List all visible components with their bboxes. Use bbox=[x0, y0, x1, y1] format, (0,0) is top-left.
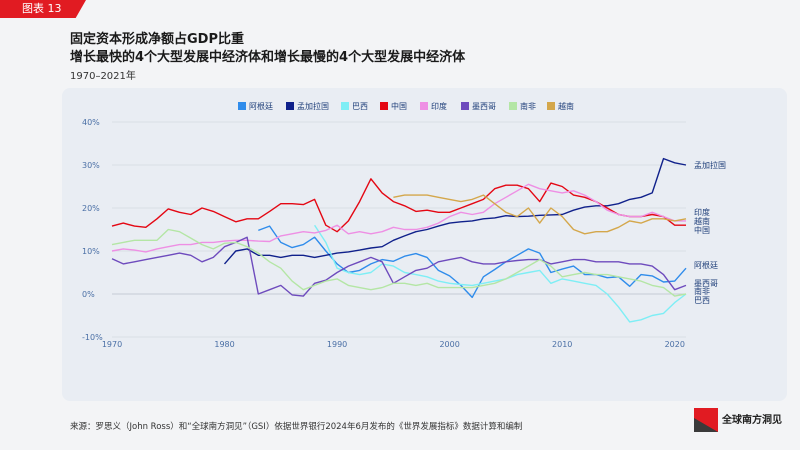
legend-entry: 南非 bbox=[520, 101, 536, 111]
x-tick-label: 1970 bbox=[102, 340, 122, 349]
series-end-label: 巴西 bbox=[694, 296, 710, 305]
x-tick-label: 2010 bbox=[552, 340, 572, 349]
logo-text: 全球南方洞见 bbox=[722, 414, 782, 426]
legend-swatch bbox=[380, 102, 388, 110]
series-end-label: 越南 bbox=[694, 216, 710, 226]
legend-entry: 印度 bbox=[431, 101, 447, 111]
series-end-label: 南非 bbox=[694, 286, 710, 296]
y-tick-label: 40% bbox=[82, 118, 100, 127]
y-tick-label: -10% bbox=[82, 333, 103, 342]
series-end-label: 中国 bbox=[694, 225, 710, 235]
series-line bbox=[111, 183, 686, 253]
legend-swatch bbox=[547, 102, 555, 110]
legend-swatch bbox=[509, 102, 517, 110]
x-tick-label: 2020 bbox=[665, 340, 685, 349]
legend-entry: 墨西哥 bbox=[472, 102, 496, 111]
legend-entry: 巴西 bbox=[352, 102, 368, 111]
legend-swatch bbox=[286, 102, 294, 110]
x-tick-label: 1990 bbox=[327, 340, 347, 349]
legend-entry: 越南 bbox=[558, 101, 574, 111]
series-line bbox=[111, 236, 687, 297]
logo: 全球南方洞见 bbox=[694, 408, 792, 432]
source-note: 来源：罗思义（John Ross）和“全球南方洞见”（GSI）依据世界银行202… bbox=[70, 422, 523, 432]
chart-subtitle: 1970–2021年 bbox=[70, 71, 136, 82]
legend-swatch bbox=[461, 102, 469, 110]
chart-title-line2: 增长最快的4个大型发展中经济体和增长最慢的4个大型发展中经济体 bbox=[70, 50, 466, 65]
y-tick-label: 0% bbox=[82, 290, 95, 299]
chart-title: 固定资本形成净额占GDP比重 bbox=[70, 32, 244, 47]
y-tick-label: 10% bbox=[82, 247, 100, 256]
series-end-label: 阿根廷 bbox=[694, 260, 718, 270]
y-tick-label: 20% bbox=[82, 204, 100, 213]
series-end-label: 墨西哥 bbox=[694, 279, 718, 288]
x-tick-label: 2000 bbox=[439, 340, 459, 349]
series-line bbox=[111, 228, 687, 297]
legend-entry: 中国 bbox=[391, 101, 407, 111]
figure-tag: 图表 13 bbox=[0, 0, 86, 18]
series-end-label: 孟加拉国 bbox=[694, 160, 726, 170]
series-end-label: 印度 bbox=[694, 207, 710, 217]
legend-entry: 孟加拉国 bbox=[297, 101, 329, 111]
series-line bbox=[393, 194, 687, 235]
series-line bbox=[111, 178, 686, 233]
x-tick-label: 1980 bbox=[214, 340, 234, 349]
series-line bbox=[314, 224, 687, 323]
logo-mark-icon bbox=[694, 408, 718, 432]
series-line bbox=[223, 157, 687, 265]
series-line bbox=[258, 225, 687, 299]
legend-swatch bbox=[341, 102, 349, 110]
legend-swatch bbox=[420, 102, 428, 110]
legend-swatch bbox=[238, 102, 246, 110]
legend-entry: 阿根廷 bbox=[249, 101, 273, 111]
y-tick-label: 30% bbox=[82, 161, 100, 170]
